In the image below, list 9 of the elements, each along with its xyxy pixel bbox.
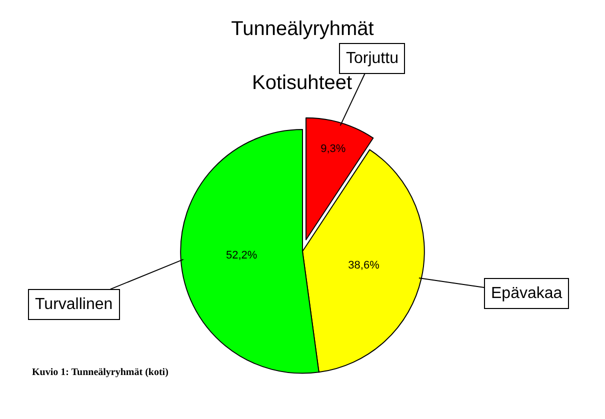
data-label: 9,3% bbox=[320, 143, 346, 156]
data-label: 38,6% bbox=[348, 259, 380, 272]
text: Kotisuhteet bbox=[252, 72, 353, 94]
data-label: 52,2% bbox=[226, 250, 258, 262]
text: Kuvio 1: Tunneälyryhmät (koti) bbox=[32, 367, 168, 378]
slice-label: Turvallinen bbox=[35, 296, 113, 313]
slice-label: Epävakaa bbox=[491, 285, 562, 302]
chart-title: Tunneälyryhmät bbox=[231, 18, 374, 40]
slice-label: Torjuttu bbox=[346, 50, 398, 67]
